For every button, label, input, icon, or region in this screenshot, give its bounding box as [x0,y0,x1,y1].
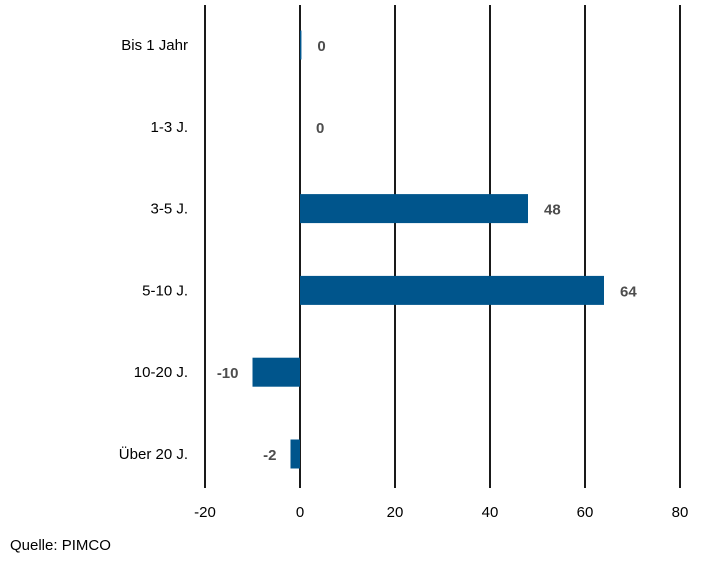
x-tick-label: 20 [387,504,404,521]
x-tick-label: 60 [577,504,594,521]
bar [300,194,528,224]
data-label: -2 [263,447,276,464]
category-label: 10-20 J. [134,364,188,381]
data-label: 64 [620,283,637,300]
x-tick-label: 80 [672,504,689,521]
data-label: -10 [217,365,239,382]
bar [300,30,302,60]
bar [300,275,604,305]
category-label: Bis 1 Jahr [121,37,188,54]
x-tick-label: 40 [482,504,499,521]
category-label: 5-10 J. [142,282,188,299]
source-note: Quelle: PIMCO [10,537,111,554]
category-label: 1-3 J. [150,119,188,136]
x-tick-label: 0 [296,504,304,521]
data-label: 0 [317,38,325,55]
category-label: Über 20 J. [119,445,188,463]
bar [252,357,300,387]
data-label: 0 [316,120,324,137]
bar [290,439,300,469]
data-label: 48 [544,202,561,219]
x-tick-label: -20 [194,504,216,521]
category-label: 3-5 J. [150,201,188,218]
